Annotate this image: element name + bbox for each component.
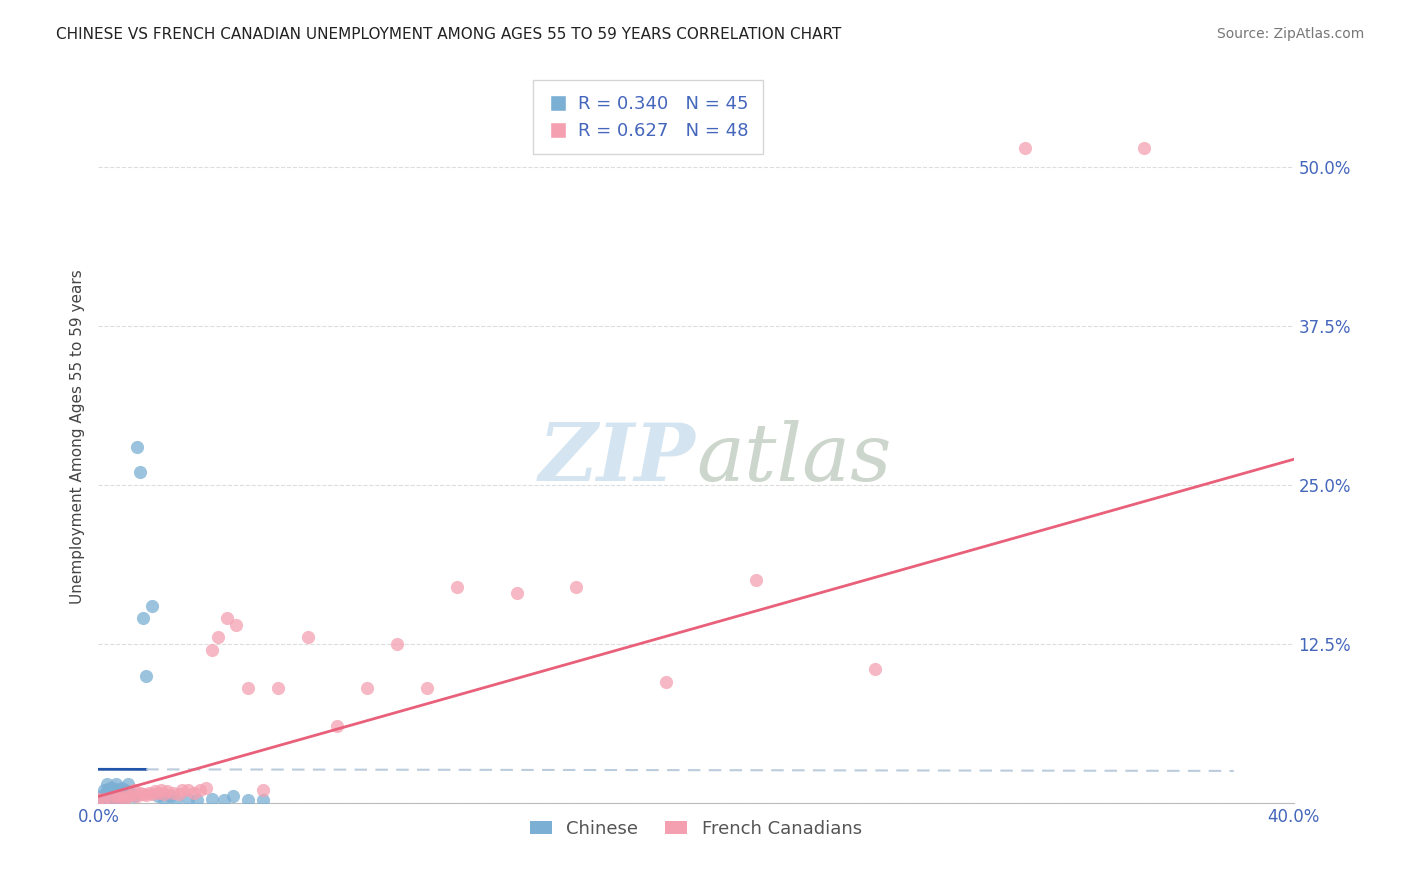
Point — [96, 783, 118, 797]
Text: atlas: atlas — [696, 420, 891, 498]
Text: Source: ZipAtlas.com: Source: ZipAtlas.com — [1216, 27, 1364, 41]
Point — [124, 783, 146, 797]
Point — [150, 783, 173, 797]
Point — [201, 643, 224, 657]
Point — [98, 790, 122, 805]
Legend: Chinese, French Canadians: Chinese, French Canadians — [523, 813, 869, 845]
Point — [124, 789, 146, 804]
Point — [148, 789, 170, 804]
Point — [177, 792, 200, 806]
Point — [446, 580, 468, 594]
Point — [156, 784, 179, 798]
Point — [108, 783, 131, 797]
Point — [212, 793, 235, 807]
Point — [1014, 141, 1036, 155]
Point — [135, 668, 157, 682]
Point — [105, 777, 128, 791]
Point — [132, 611, 155, 625]
Point — [93, 789, 115, 804]
Point — [98, 786, 122, 800]
Point — [865, 662, 887, 676]
Point — [153, 787, 176, 801]
Point — [267, 681, 290, 696]
Point — [195, 780, 218, 795]
Point — [183, 786, 205, 800]
Point — [506, 586, 529, 600]
Point — [416, 681, 439, 696]
Point — [96, 793, 118, 807]
Point — [159, 789, 181, 804]
Point — [132, 787, 155, 801]
Point — [114, 783, 136, 797]
Point — [222, 789, 245, 804]
Point — [117, 789, 139, 804]
Point — [141, 787, 163, 801]
Point — [129, 465, 152, 479]
Point — [177, 783, 200, 797]
Point — [135, 788, 157, 802]
Point — [117, 777, 139, 791]
Text: CHINESE VS FRENCH CANADIAN UNEMPLOYMENT AMONG AGES 55 TO 59 YEARS CORRELATION CH: CHINESE VS FRENCH CANADIAN UNEMPLOYMENT … — [56, 27, 842, 42]
Point — [96, 777, 118, 791]
Point — [105, 786, 128, 800]
Point — [655, 675, 678, 690]
Point — [108, 790, 131, 805]
Point — [93, 792, 115, 806]
Point — [111, 789, 134, 804]
Point — [215, 611, 238, 625]
Point — [225, 617, 247, 632]
Point — [93, 792, 115, 806]
Point — [745, 573, 768, 587]
Point — [207, 631, 229, 645]
Point — [87, 792, 110, 806]
Text: ZIP: ZIP — [538, 420, 696, 498]
Point — [87, 795, 110, 809]
Point — [252, 793, 274, 807]
Point — [143, 784, 166, 798]
Point — [98, 780, 122, 795]
Point — [108, 789, 131, 804]
Y-axis label: Unemployment Among Ages 55 to 59 years: Unemployment Among Ages 55 to 59 years — [69, 269, 84, 605]
Point — [385, 637, 409, 651]
Point — [165, 793, 187, 807]
Point — [114, 789, 136, 804]
Point — [201, 792, 224, 806]
Point — [90, 789, 112, 804]
Point — [141, 599, 163, 613]
Point — [127, 440, 149, 454]
Point — [111, 780, 134, 795]
Point — [167, 787, 190, 801]
Point — [236, 793, 259, 807]
Point — [103, 792, 125, 806]
Point — [162, 786, 184, 800]
Point — [105, 789, 128, 804]
Point — [111, 790, 134, 805]
Point — [120, 786, 142, 800]
Point — [1133, 141, 1156, 155]
Point — [188, 783, 211, 797]
Point — [172, 783, 194, 797]
Point — [93, 783, 115, 797]
Point — [129, 786, 152, 800]
Point — [103, 780, 125, 795]
Point — [120, 788, 142, 802]
Point — [90, 793, 112, 807]
Point — [103, 787, 125, 801]
Point — [153, 792, 176, 806]
Point — [96, 789, 118, 804]
Point — [565, 580, 588, 594]
Point — [297, 631, 319, 645]
Point — [148, 786, 170, 800]
Point — [117, 789, 139, 804]
Point — [114, 790, 136, 805]
Point — [127, 789, 149, 804]
Point — [252, 783, 274, 797]
Point — [236, 681, 259, 696]
Point — [105, 790, 128, 805]
Point — [326, 719, 349, 733]
Point — [138, 786, 160, 800]
Point — [356, 681, 378, 696]
Point — [98, 792, 122, 806]
Point — [186, 793, 208, 807]
